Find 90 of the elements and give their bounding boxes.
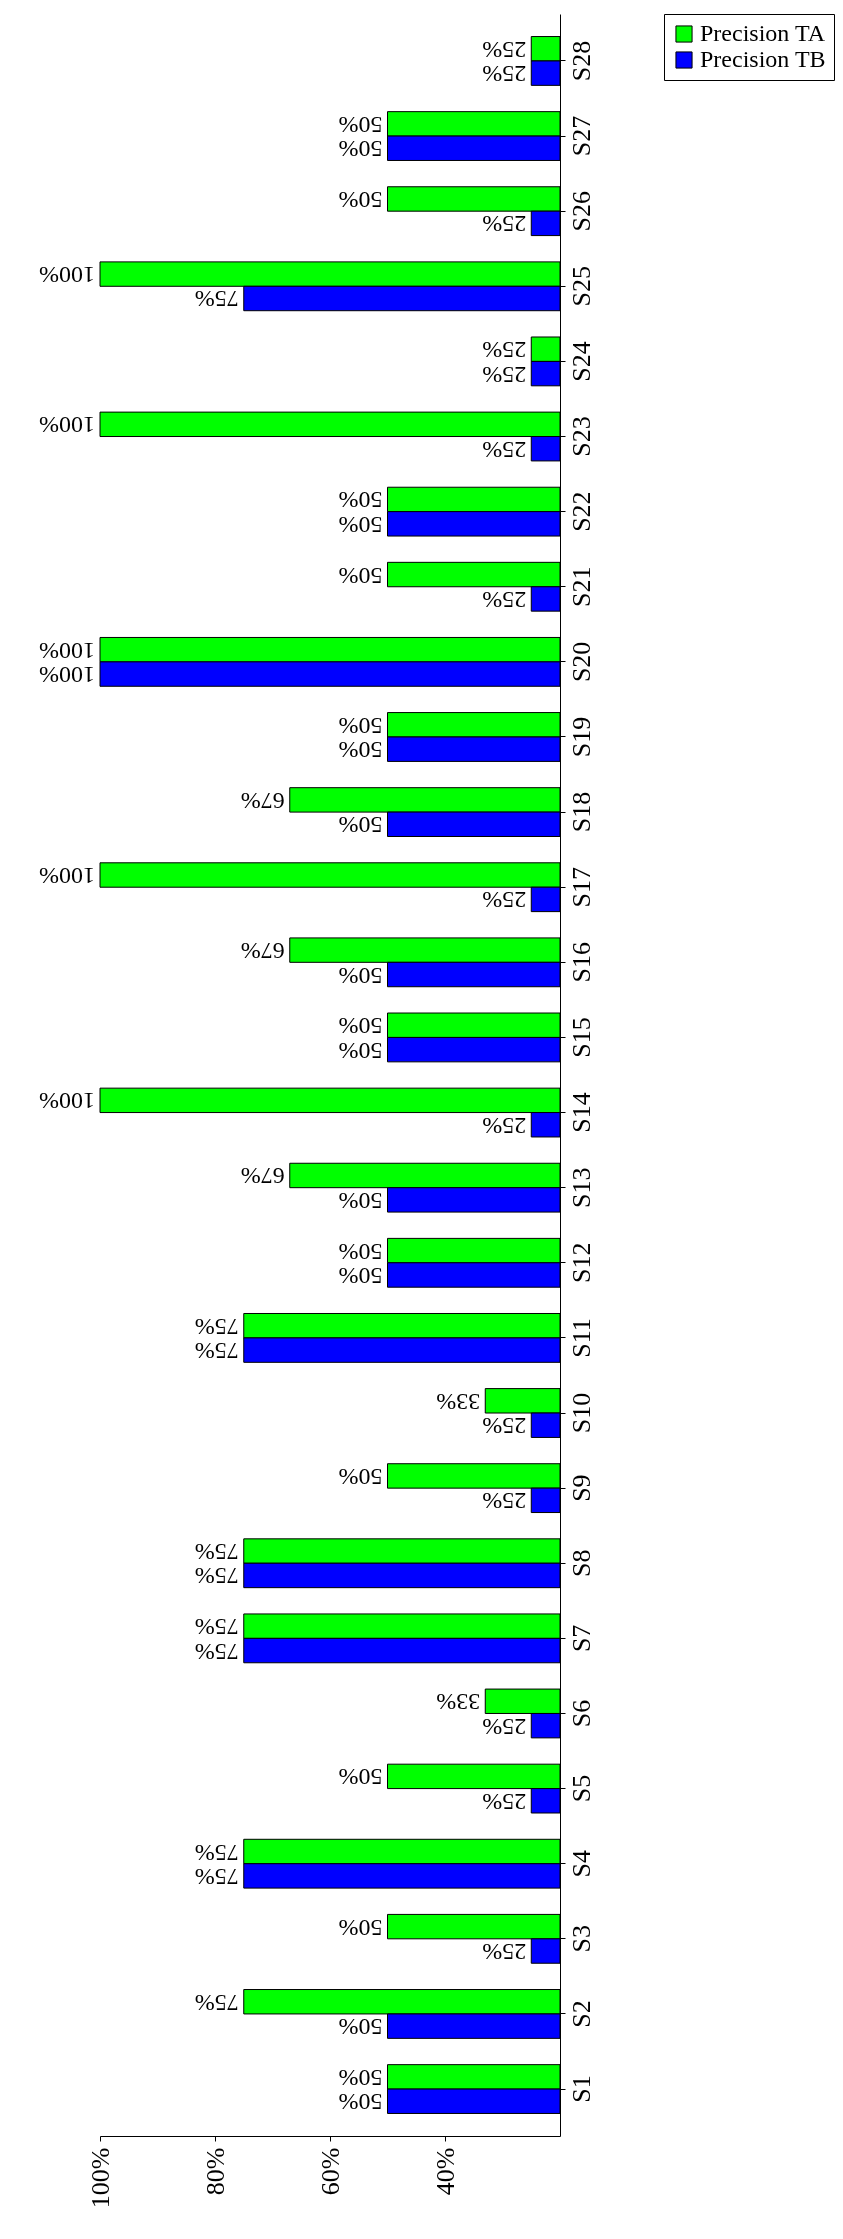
x-tick-label: 100% [85,2147,115,2209]
y-tick-label: S20 [566,641,596,683]
data-label: 75% [194,1539,239,1566]
data-label: 50% [338,1262,383,1289]
data-label: 75% [194,286,239,313]
data-label: 50% [338,1187,383,1214]
data-label: 50% [338,111,383,138]
data-label: 100% [39,637,95,664]
data-label: 75% [194,1563,239,1590]
data-label: 50% [338,737,383,764]
x-tick-label: 40% [430,2147,460,2196]
data-label: 75% [194,1338,239,1365]
data-label: 50% [338,562,383,589]
data-label: 50% [338,2014,383,2041]
data-label: 100% [39,262,95,289]
y-tick-label: S16 [566,942,596,983]
x-tick-label: 80% [200,2147,230,2196]
y-tick-label: S7 [566,1624,596,1653]
data-label: 100% [39,662,95,689]
data-label: 50% [338,511,383,538]
data-label: 50% [338,962,383,989]
data-label: 25% [482,36,527,63]
data-label: 25% [482,61,527,88]
data-label: 33% [436,1388,481,1415]
x-tick-label: 60% [315,2147,345,2196]
data-label: 25% [482,887,527,914]
data-label: 25% [482,586,527,613]
y-tick-label: S25 [566,266,596,307]
data-label: 50% [338,812,383,839]
data-label: 75% [194,1614,239,1641]
data-label: 67% [240,1163,285,1190]
y-tick-label: S26 [566,190,596,232]
y-tick-label: S21 [566,566,596,607]
data-label: 50% [338,186,383,213]
y-tick-label: S28 [566,40,596,82]
y-tick-label: S10 [566,1392,596,1434]
data-label: 25% [482,1112,527,1139]
data-label: 25% [482,1939,527,1966]
y-tick-label: S5 [566,1774,596,1803]
data-label: 50% [338,1914,383,1941]
y-tick-label: S9 [566,1474,596,1502]
y-tick-label: S24 [566,341,596,382]
y-tick-label: S19 [566,716,596,758]
data-label: 75% [194,1638,239,1665]
data-label: 50% [338,1238,383,1265]
data-label: 33% [436,1689,481,1716]
data-label: 50% [338,487,383,514]
y-tick-label: S14 [566,1092,596,1133]
y-tick-label: S4 [566,1849,596,1878]
data-label: 50% [338,1764,383,1791]
data-label: 25% [482,1788,527,1815]
data-label: 50% [338,1037,383,1064]
data-label: 25% [482,1488,527,1515]
data-label: 25% [482,337,527,364]
data-label: 25% [482,1713,527,1740]
y-tick-label: S27 [566,115,596,157]
y-tick-label: S3 [566,1925,596,1953]
data-label: 75% [194,1313,239,1340]
data-label: 100% [39,863,95,890]
data-label: 50% [338,136,383,163]
y-tick-label: S15 [566,1017,596,1058]
y-tick-label: S12 [566,1242,596,1284]
y-tick-label: S8 [566,1549,596,1577]
data-label: 50% [338,712,383,739]
data-label: 25% [482,1413,527,1440]
y-tick-label: S17 [566,866,596,908]
data-label: 75% [194,1839,239,1866]
y-tick-label: S23 [566,416,596,457]
data-label: 50% [338,1463,383,1490]
y-tick-label: S6 [566,1699,596,1728]
data-label: 100% [39,412,95,439]
data-label: 25% [482,361,527,388]
data-label: 67% [240,938,285,965]
data-label: 67% [240,787,285,814]
data-label: 75% [194,1863,239,1890]
data-label: 50% [338,2064,383,2091]
data-label: 50% [338,1013,383,1040]
data-label: 25% [482,436,527,463]
y-tick-label: S22 [566,491,596,532]
y-tick-label: S1 [566,2075,596,2103]
data-label: 75% [194,1989,239,2016]
y-tick-label: S2 [566,2000,596,2028]
legend-label: Precision TA [700,20,826,46]
y-tick-label: S13 [566,1167,596,1208]
data-label: 25% [482,211,527,238]
y-tick-label: S18 [566,791,596,833]
legend-label: Precision TB [700,46,826,72]
y-tick-label: S11 [566,1318,596,1358]
data-label: 100% [39,1088,95,1115]
data-label: 50% [338,2089,383,2116]
